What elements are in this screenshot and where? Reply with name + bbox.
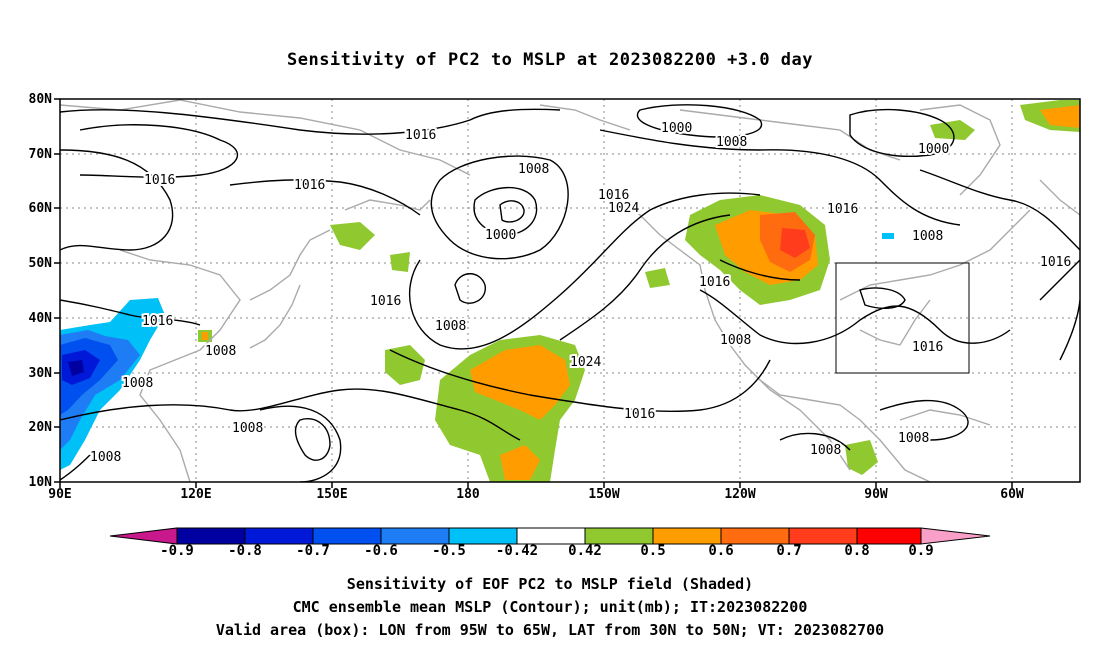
contour-label: 1008 xyxy=(435,319,466,334)
lon-label: 90E xyxy=(48,487,72,502)
lon-label: 60W xyxy=(1000,487,1024,502)
contour-label: 1000 xyxy=(661,121,692,136)
contour-label: 1016 xyxy=(624,407,655,422)
coastlines xyxy=(60,99,1080,482)
contour-label: 1008 xyxy=(912,229,943,244)
positive-sensitivity-shading xyxy=(198,100,1080,482)
figure-title: Sensitivity of PC2 to MSLP at 2023082200… xyxy=(286,50,813,70)
lat-label: 80N xyxy=(28,92,52,107)
contour-label: 1008 xyxy=(720,333,751,348)
caption-line: Sensitivity of EOF PC2 to MSLP field (Sh… xyxy=(346,575,754,593)
negative-sensitivity-shading xyxy=(60,233,894,470)
contour-label: 1016 xyxy=(699,275,730,290)
contour-label: 1008 xyxy=(205,344,236,359)
lat-label: 60N xyxy=(28,201,52,216)
lat-label: 40N xyxy=(28,311,52,326)
contour-label: 1016 xyxy=(405,128,436,143)
lon-label: 120E xyxy=(180,487,212,502)
lon-label: 180 xyxy=(456,487,480,502)
lon-label: 150E xyxy=(316,487,348,502)
map-frame xyxy=(59,98,1081,483)
colorbar-label: -0.7 xyxy=(296,543,330,559)
contour-label: 1016 xyxy=(142,314,173,329)
colorbar-label: 0.42 xyxy=(568,543,602,559)
lat-label: 20N xyxy=(28,420,52,435)
colorbar-label: 0.7 xyxy=(776,543,802,559)
contour-label: 1008 xyxy=(232,421,263,436)
contour-label: 1016 xyxy=(827,202,858,217)
lon-label: 150W xyxy=(588,487,620,502)
contour-label: 1008 xyxy=(518,162,549,177)
lat-label: 30N xyxy=(28,366,52,381)
colorbar-label: -0.42 xyxy=(495,543,539,559)
contour-label: 1024 xyxy=(570,355,601,370)
contour-label: 1016 xyxy=(598,188,629,203)
contour-label: 1008 xyxy=(90,450,121,465)
contour-label: 1016 xyxy=(144,173,175,188)
lon-label: 90W xyxy=(864,487,888,502)
colorbar-label: 0.5 xyxy=(640,543,666,559)
contour-label: 1008 xyxy=(716,135,747,150)
contour-label: 1024 xyxy=(608,201,639,216)
lat-label: 70N xyxy=(28,147,52,162)
lat-label: 50N xyxy=(28,256,52,271)
colorbar-label: 0.9 xyxy=(908,543,934,559)
lat-label: 10N xyxy=(28,475,52,490)
caption-line: CMC ensemble mean MSLP (Contour); unit(m… xyxy=(292,598,808,616)
colorbar-label: -0.5 xyxy=(432,543,466,559)
colorbar-label: 0.8 xyxy=(844,543,870,559)
valid-area-box xyxy=(835,262,970,374)
mslp-contours xyxy=(60,104,1080,482)
colorbar-label: -0.9 xyxy=(160,543,194,559)
contour-label: 1008 xyxy=(122,376,153,391)
contour-labels: 1016 1016 1016 1016 1008 1000 1016 1024 … xyxy=(88,119,1073,467)
colorbar-label: 0.6 xyxy=(708,543,734,559)
contour-label: 1008 xyxy=(898,431,929,446)
contour-label: 1008 xyxy=(810,443,841,458)
contour-label: 1016 xyxy=(294,178,325,193)
contour-label: 1016 xyxy=(370,294,401,309)
contour-label: 1016 xyxy=(912,340,943,355)
contour-label: 1000 xyxy=(918,142,949,157)
contour-label: 1016 xyxy=(1040,255,1071,270)
caption-line: Valid area (box): LON from 95W to 65W, L… xyxy=(215,621,885,639)
colorbar-label: -0.6 xyxy=(364,543,398,559)
colorbar-label: -0.8 xyxy=(228,543,262,559)
colorbar xyxy=(109,527,991,545)
lon-label: 120W xyxy=(724,487,756,502)
contour-label: 1000 xyxy=(485,228,516,243)
